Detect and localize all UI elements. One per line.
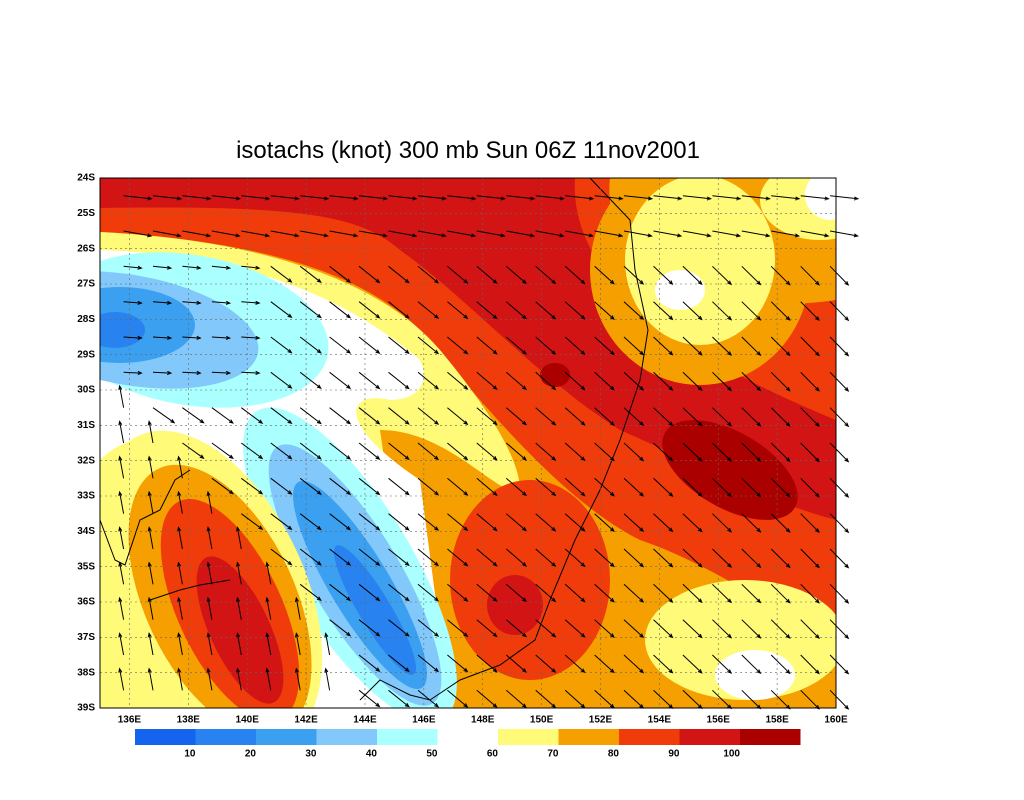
colorbar-label: 40 [366,749,378,760]
lon-label: 156E [707,715,731,726]
colorbar-box [377,729,438,745]
colorbar-label: 20 [245,749,257,760]
colorbar-box [558,729,619,745]
lat-label: 26S [77,243,95,254]
wind-vectors [118,195,860,710]
lat-label: 32S [77,455,95,466]
colorbar-label: 50 [426,749,438,760]
lat-label: 35S [77,561,95,572]
colorbar-label: 80 [608,749,620,760]
lat-label: 30S [77,385,95,396]
lon-label: 150E [530,715,554,726]
colorbar-box [619,729,680,745]
lat-label: 27S [77,279,95,290]
lon-label: 154E [648,715,672,726]
lon-label: 148E [471,715,495,726]
colorbar-box [256,729,317,745]
colorbar-box [437,729,498,745]
lon-label: 158E [765,715,789,726]
lat-label: 36S [77,597,95,608]
colorbar-label: 60 [487,749,499,760]
lon-label: 138E [177,715,201,726]
colorbar-box [316,729,377,745]
lat-label: 31S [77,420,95,431]
colorbar-box [135,729,196,745]
lon-label: 152E [589,715,613,726]
lat-label: 29S [77,349,95,360]
lon-label: 160E [824,715,848,726]
lat-label: 25S [77,208,95,219]
lon-label: 144E [353,715,377,726]
isotach-field [100,178,836,708]
lon-label: 136E [118,715,142,726]
colorbar-box [679,729,740,745]
colorbar-label: 30 [305,749,317,760]
colorbar-label: 70 [547,749,559,760]
colorbar-label: 10 [184,749,196,760]
lat-label: 39S [77,703,95,714]
colorbar-label: 100 [723,749,740,760]
colorbar-label: 90 [668,749,680,760]
map-frame [99,177,837,709]
title: isotachs (knot) 300 mb Sun 06Z 11nov2001 [236,137,700,164]
lat-label: 24S [77,173,95,184]
lon-label: 140E [236,715,260,726]
lat-label: 28S [77,314,95,325]
lat-label: 37S [77,632,95,643]
wind-arrow-set [118,195,860,710]
colorbar-box [498,729,559,745]
colorbar-box [195,729,256,745]
lon-label: 142E [294,715,318,726]
colorbar-box [740,729,801,745]
lat-label: 38S [77,667,95,678]
grid-lines [100,178,836,708]
lon-label: 146E [412,715,436,726]
lat-label: 34S [77,526,95,537]
lat-label: 33S [77,491,95,502]
